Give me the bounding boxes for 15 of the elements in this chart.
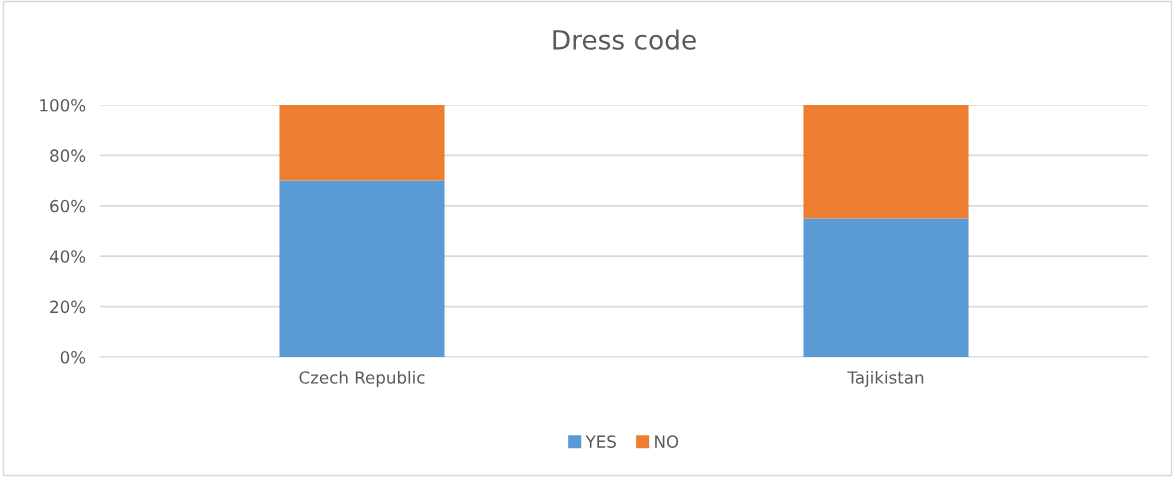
bar [803,218,969,357]
y-tick-label: 80% [50,149,86,162]
bar [279,180,445,357]
x-tick-label: Czech Republic [299,370,425,388]
y-tick-label: 100% [40,98,86,112]
y-tick-label: 20% [50,300,86,314]
y-tick-label: 0% [60,350,86,364]
x-tick-label: Tajikistan [847,370,924,388]
legend-label: YES [585,435,616,448]
bar [803,105,969,219]
chart-title: Dress code [553,29,696,50]
bar [279,105,445,181]
y-tick-label: 40% [49,250,86,263]
legend-label: NO [655,435,679,448]
y-tick-label: 60% [50,199,86,213]
